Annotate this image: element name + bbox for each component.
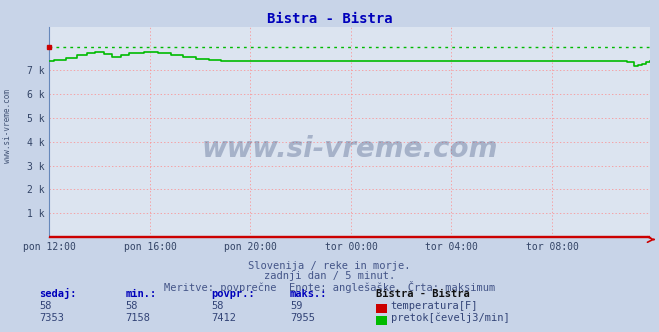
Text: 7158: 7158 <box>125 313 150 323</box>
Text: 7353: 7353 <box>40 313 65 323</box>
Text: Bistra - Bistra: Bistra - Bistra <box>267 12 392 26</box>
Text: Slovenija / reke in morje.: Slovenija / reke in morje. <box>248 261 411 271</box>
Text: maks.:: maks.: <box>290 289 328 299</box>
Text: pretok[čevelj3/min]: pretok[čevelj3/min] <box>391 313 509 323</box>
Text: zadnji dan / 5 minut.: zadnji dan / 5 minut. <box>264 271 395 281</box>
Text: www.si-vreme.com: www.si-vreme.com <box>3 89 13 163</box>
Text: 59: 59 <box>290 301 302 311</box>
Text: 58: 58 <box>40 301 52 311</box>
Text: sedaj:: sedaj: <box>40 288 77 299</box>
Text: 58: 58 <box>211 301 223 311</box>
Text: Bistra - Bistra: Bistra - Bistra <box>376 289 469 299</box>
Text: 7955: 7955 <box>290 313 315 323</box>
Text: temperatura[F]: temperatura[F] <box>391 301 478 311</box>
Text: 58: 58 <box>125 301 138 311</box>
Text: Meritve: povprečne  Enote: anglešaške  Črta: maksimum: Meritve: povprečne Enote: anglešaške Črt… <box>164 281 495 292</box>
Text: min.:: min.: <box>125 289 156 299</box>
Text: www.si-vreme.com: www.si-vreme.com <box>202 135 498 163</box>
Text: povpr.:: povpr.: <box>211 289 254 299</box>
Text: 7412: 7412 <box>211 313 236 323</box>
